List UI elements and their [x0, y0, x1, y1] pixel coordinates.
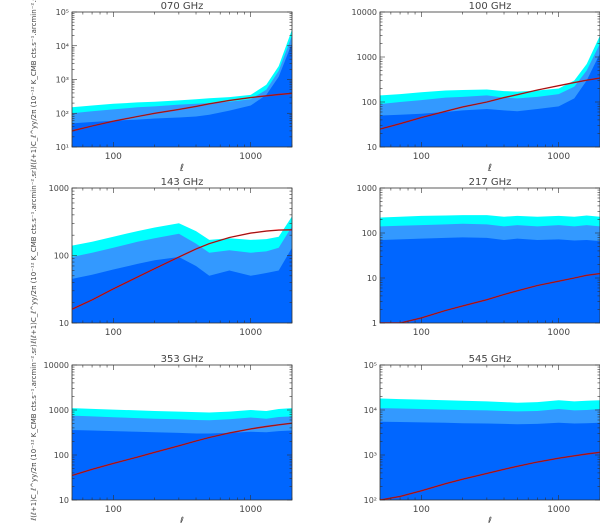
y-tick-label: 10⁴ — [364, 406, 377, 415]
model-line-core — [380, 452, 600, 500]
y-tick-label: 10³ — [364, 451, 377, 460]
panel-5: 545 GHz 100 1000 10² 10³ 10⁴ 10⁵ ℓ — [364, 354, 600, 523]
band-inner-band — [72, 247, 292, 323]
panel-4: 353 GHz 100 1000 10 100 1000 10000 ℓ ℓ(ℓ+1)C_ℓ^y… — [30, 344, 293, 523]
y-tick-label: 1000 — [357, 184, 377, 193]
model-line-core — [380, 273, 600, 323]
panel-2: 143 GHz 100 1000 10 100 1000 ℓ(ℓ+1)C_ℓ^yy/2π (… — [30, 167, 293, 345]
y-axis-label: ℓ(ℓ+1)C_ℓ^yy/2π (10⁻¹² K_CMB cts.s⁻¹.arc… — [30, 167, 38, 345]
y-tick-label: 10⁵ — [364, 361, 377, 370]
y-tick-label: 10² — [56, 109, 69, 118]
panel-title: 545 GHz — [469, 354, 512, 365]
y-tick-label: 100 — [54, 451, 69, 460]
x-tick-label: 100 — [105, 152, 122, 162]
panel-title: 100 GHz — [469, 1, 512, 12]
x-axis-label: ℓ — [180, 163, 184, 174]
y-tick-label: 1000 — [49, 406, 69, 415]
y-tick-label: 100 — [362, 98, 377, 107]
y-tick-label: 1 — [372, 319, 377, 328]
y-tick-label: 1000 — [49, 184, 69, 193]
y-tick-label: 10³ — [56, 76, 69, 85]
panel-title: 217 GHz — [469, 177, 512, 188]
panel-1: 100 GHz 100 1000 10 100 1000 10000 ℓ — [352, 1, 600, 174]
axes-frame — [379, 364, 600, 501]
model-line-core — [380, 77, 600, 130]
x-tick-label: 100 — [105, 505, 122, 515]
panel-title: 143 GHz — [161, 177, 204, 188]
axes-frame — [379, 11, 600, 148]
y-axis-label: ℓ(ℓ+1)C_ℓ^yy/2π (10⁻¹² K_CMB cts.s⁻¹.arc… — [30, 344, 38, 522]
y-tick-label: 10 — [59, 319, 69, 328]
y-tick-label: 10000 — [44, 361, 69, 370]
x-tick-label: 100 — [413, 152, 430, 162]
y-tick-label: 10 — [367, 143, 377, 152]
x-tick-label: 1000 — [239, 328, 262, 338]
x-tick-label: 1000 — [239, 152, 262, 162]
y-tick-label: 10000 — [352, 8, 377, 17]
x-tick-label: 1000 — [239, 505, 262, 515]
model-line-core — [72, 93, 292, 132]
band-inner-band — [72, 43, 292, 147]
panel-3: 217 GHz 100 1000 1 10 100 1000 — [357, 177, 600, 338]
x-axis-label: ℓ — [488, 163, 492, 174]
y-tick-label: 10 — [59, 496, 69, 505]
x-tick-label: 100 — [413, 328, 430, 338]
x-tick-label: 100 — [105, 328, 122, 338]
model-line-core — [72, 229, 292, 310]
panel-title: 353 GHz — [161, 354, 204, 365]
band-inner-band — [72, 430, 292, 500]
x-tick-label: 1000 — [547, 328, 570, 338]
axes-frame — [71, 364, 293, 501]
y-tick-label: 10² — [364, 496, 377, 505]
x-axis-label: ℓ — [488, 516, 492, 523]
model-line-core — [72, 422, 292, 476]
y-tick-label: 10 — [367, 274, 377, 283]
axes-frame — [379, 187, 600, 324]
y-axis-label: ℓ(ℓ+1)C_ℓ^yy/2π (10⁻¹² K_CMB cts.s⁻¹.arc… — [30, 0, 38, 169]
band-inner-band — [380, 421, 600, 500]
y-tick-label: 10¹ — [56, 143, 69, 152]
y-tick-label: 1000 — [357, 53, 377, 62]
panel-title: 070 GHz — [161, 1, 204, 12]
x-axis-label: ℓ — [180, 516, 184, 523]
panel-0: 070 GHz 100 1000 10¹ 10² 10³ 10⁴ 10⁵ ℓ ℓ(ℓ+1)C_ℓ^… — [30, 0, 293, 174]
x-tick-label: 1000 — [547, 505, 570, 515]
x-tick-label: 1000 — [547, 152, 570, 162]
band-inner-band — [380, 237, 600, 323]
x-tick-label: 100 — [413, 505, 430, 515]
band-inner-band — [380, 53, 600, 147]
y-tick-label: 10⁴ — [56, 42, 69, 51]
y-tick-label: 100 — [54, 252, 69, 261]
y-tick-label: 10⁵ — [56, 8, 69, 17]
y-tick-label: 100 — [362, 229, 377, 238]
